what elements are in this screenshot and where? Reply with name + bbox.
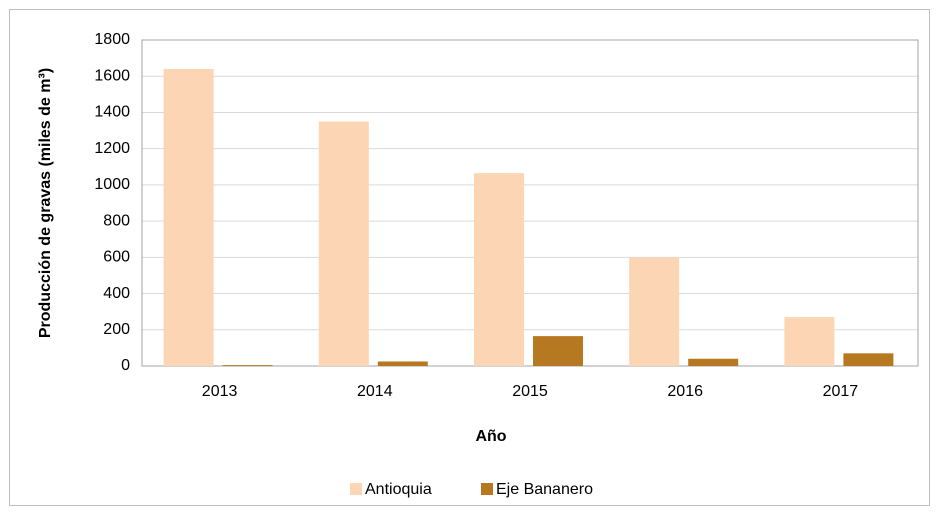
y-tick-label: 1000 (94, 176, 130, 193)
legend-swatch (481, 483, 493, 495)
y-tick-label: 600 (103, 249, 130, 266)
bar (629, 257, 680, 366)
bar (163, 68, 214, 366)
x-tick-label: 2017 (823, 383, 859, 400)
y-tick-label: 1400 (94, 104, 130, 121)
plot-frame (141, 39, 919, 367)
x-tick-label: 2014 (357, 383, 393, 400)
y-tick-label: 0 (121, 357, 130, 374)
bar (533, 336, 583, 366)
bar (474, 173, 524, 366)
y-tick-label: 400 (103, 285, 130, 302)
y-tick-label: 1600 (94, 67, 130, 84)
legend-label: Eje Bananero (496, 481, 593, 498)
bar (222, 365, 273, 366)
y-tick-label: 800 (103, 212, 130, 229)
y-tick-label: 1200 (94, 140, 130, 157)
y-tick-label: 1800 (94, 31, 130, 48)
y-axis-label: Producción de gravas (miles de m³) (37, 68, 54, 338)
bar (688, 358, 739, 366)
x-tick-label: 2013 (202, 383, 238, 400)
bar (843, 353, 894, 366)
x-tick-label: 2015 (512, 383, 548, 400)
legend-label: Antioquia (365, 481, 432, 498)
x-tick-label: 2016 (667, 383, 703, 400)
bar (377, 361, 428, 366)
x-axis-label: Año (475, 428, 506, 445)
bar (784, 317, 835, 366)
y-tick-label: 200 (103, 321, 130, 338)
bar (318, 121, 369, 366)
legend-swatch (350, 483, 362, 495)
